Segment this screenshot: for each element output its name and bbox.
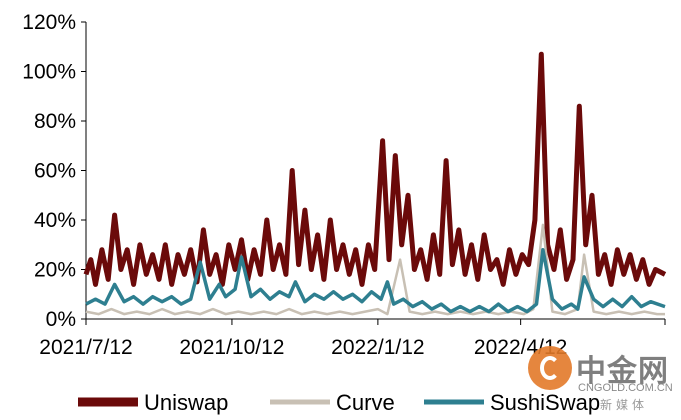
y-tick-label: 100%	[22, 61, 76, 84]
watermark-cn: 中金网	[576, 354, 669, 389]
cngold-logo-icon	[528, 346, 572, 390]
y-tick-label: 120%	[22, 11, 76, 34]
series-line-uniswap	[83, 51, 667, 287]
legend-label-uniswap: Uniswap	[144, 390, 228, 415]
x-axis: 2021/7/12 2021/10/12 2022/1/12 2022/4/12	[39, 318, 666, 359]
x-tick-label: 2021/7/12	[39, 336, 132, 359]
y-tick-label: 20%	[34, 259, 76, 282]
x-tick-label: 2022/1/12	[331, 336, 424, 359]
y-tick-label: 40%	[34, 209, 76, 232]
legend-label-curve: Curve	[336, 390, 395, 415]
y-tick-label: 80%	[34, 110, 76, 133]
series-line-sushiswap	[85, 247, 666, 314]
y-tick-label: 0%	[46, 308, 76, 331]
watermark-sub: 新媒体	[600, 398, 649, 412]
watermark: 中金网 CNGOLD.COM.CN 新媒体	[528, 346, 678, 414]
series-layer	[83, 51, 667, 316]
legend-label-sushiswap: SushiSwap	[490, 390, 600, 415]
x-tick-label: 2021/10/12	[179, 336, 284, 359]
y-tick-label: 60%	[34, 160, 76, 183]
legend: Uniswap Curve SushiSwap	[78, 390, 600, 415]
y-axis: 0% 20% 40% 60% 80% 100% 120%	[22, 11, 87, 331]
watermark-en: CNGOLD.COM.CN	[578, 382, 673, 394]
